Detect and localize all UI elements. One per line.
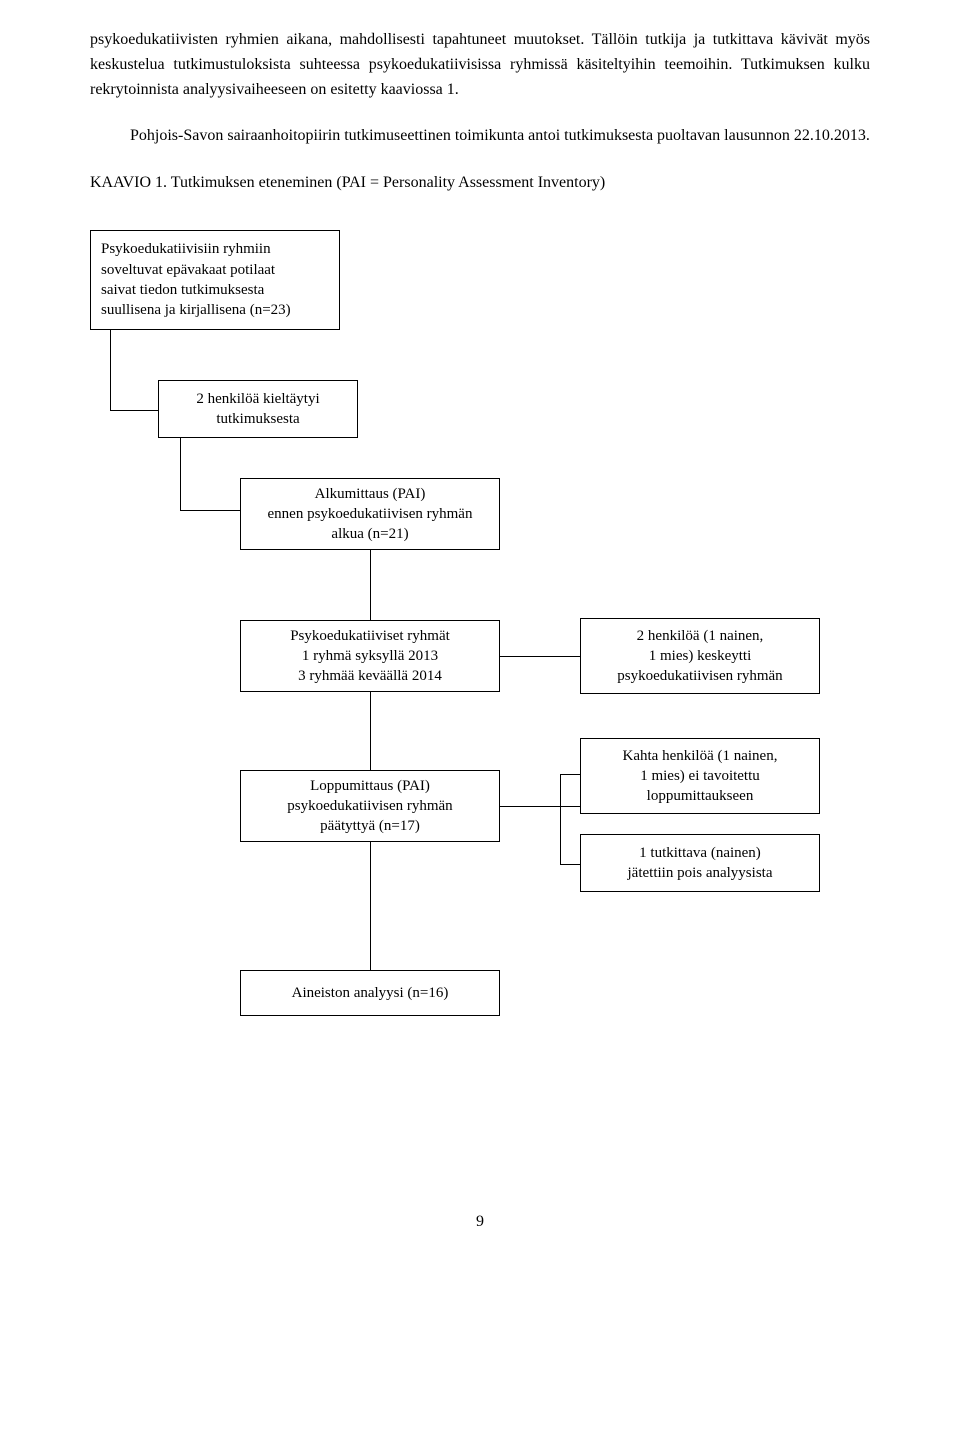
connector-line <box>370 550 371 620</box>
node-line: ennen psykoedukatiivisen ryhmän <box>268 504 473 524</box>
node-line: Psykoedukatiivisiin ryhmiin <box>101 239 271 259</box>
flowchart-node-9: Aineiston analyysi (n=16) <box>240 970 500 1016</box>
flowchart-node-1: Psykoedukatiivisiin ryhmiin soveltuvat e… <box>90 230 340 330</box>
connector-line <box>500 656 580 657</box>
figure-caption: KAAVIO 1. Tutkimuksen eteneminen (PAI = … <box>90 171 870 196</box>
node-line: loppumittaukseen <box>647 786 754 806</box>
node-line: soveltuvat epävakaat potilaat <box>101 260 275 280</box>
node-line: Kahta henkilöä (1 nainen, <box>623 746 778 766</box>
page-number: 9 <box>90 1210 870 1235</box>
node-line: suullisena ja kirjallisena (n=23) <box>101 300 291 320</box>
connector-line <box>560 774 561 864</box>
flowchart-node-8: 1 tutkittava (nainen) jätettiin pois ana… <box>580 834 820 892</box>
connector-line <box>370 692 371 770</box>
connector-line <box>180 438 181 510</box>
node-line: 1 ryhmä syksyllä 2013 <box>302 646 438 666</box>
node-line: alkua (n=21) <box>331 524 408 544</box>
node-line: Alkumittaus (PAI) <box>315 484 426 504</box>
node-line: tutkimuksesta <box>216 409 299 429</box>
node-line: 2 henkilöä kieltäytyi <box>196 389 319 409</box>
node-line: Aineiston analyysi (n=16) <box>292 983 449 1003</box>
node-line: 1 tutkittava (nainen) <box>639 843 761 863</box>
connector-line <box>560 774 580 775</box>
flowchart-node-3: Alkumittaus (PAI) ennen psykoedukatiivis… <box>240 478 500 550</box>
flowchart-node-2: 2 henkilöä kieltäytyi tutkimuksesta <box>158 380 358 438</box>
connector-line <box>110 410 158 411</box>
node-line: psykoedukatiivisen ryhmän <box>617 666 782 686</box>
node-line: 1 mies) ei tavoitettu <box>640 766 760 786</box>
flowchart-node-5: 2 henkilöä (1 nainen, 1 mies) keskeytti … <box>580 618 820 694</box>
node-line: 1 mies) keskeytti <box>649 646 751 666</box>
node-line: Psykoedukatiiviset ryhmät <box>290 626 450 646</box>
connector-line <box>500 806 580 807</box>
connector-line <box>560 864 580 865</box>
paragraph-2: Pohjois-Savon sairaanhoitopiirin tutkimu… <box>130 124 870 149</box>
node-line: päätyttyä (n=17) <box>320 816 420 836</box>
flowchart-node-4: Psykoedukatiiviset ryhmät 1 ryhmä syksyl… <box>240 620 500 692</box>
node-line: 2 henkilöä (1 nainen, <box>637 626 764 646</box>
node-line: saivat tiedon tutkimuksesta <box>101 280 264 300</box>
node-line: 3 ryhmää keväällä 2014 <box>298 666 442 686</box>
paragraph-1: psykoedukatiivisten ryhmien aikana, mahd… <box>90 28 870 102</box>
connector-line <box>370 842 371 970</box>
connector-line <box>180 510 240 511</box>
node-line: Loppumittaus (PAI) <box>310 776 430 796</box>
flowchart-node-7: Kahta henkilöä (1 nainen, 1 mies) ei tav… <box>580 738 820 814</box>
connector-line <box>110 330 111 410</box>
node-line: jätettiin pois analyysista <box>628 863 773 883</box>
flowchart-node-6: Loppumittaus (PAI) psykoedukatiivisen ry… <box>240 770 500 842</box>
node-line: psykoedukatiivisen ryhmän <box>287 796 452 816</box>
flowchart: Psykoedukatiivisiin ryhmiin soveltuvat e… <box>90 230 870 1170</box>
